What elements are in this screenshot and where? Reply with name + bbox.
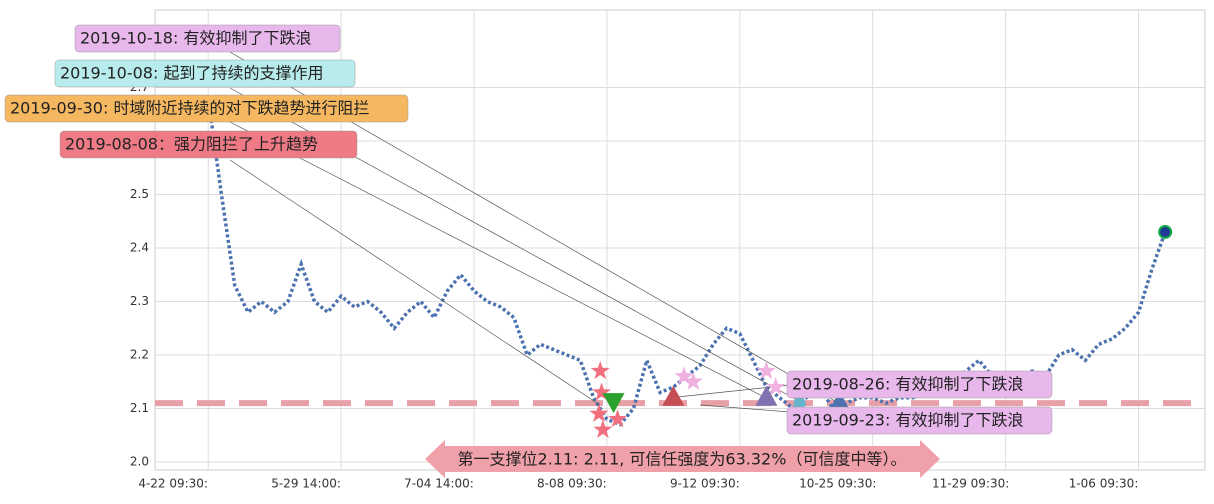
annotation-arrow bbox=[229, 121, 771, 401]
x-tick-label: 10-25 09:30: bbox=[799, 477, 876, 491]
annotation-box bbox=[74, 24, 341, 53]
y-tick-label: 2.3 bbox=[130, 294, 149, 308]
annotation-text: 2019-08-08：强力阻拦了上升趋势 bbox=[65, 135, 318, 154]
marker bbox=[602, 393, 625, 414]
annotation-text: 2019-09-30: 时域附近持续的对下跌趋势进行阻拦 bbox=[10, 99, 369, 118]
x-tick-label: 8-08 09:30: bbox=[537, 477, 607, 491]
x-tick-label: 4-22 09:30: bbox=[138, 477, 208, 491]
marker bbox=[662, 385, 685, 406]
annotation-arrow bbox=[667, 384, 791, 399]
y-tick-label: 2.0 bbox=[130, 454, 149, 468]
marker bbox=[593, 419, 613, 438]
marker bbox=[608, 409, 628, 428]
y-tick-label: 2.5 bbox=[130, 187, 149, 201]
x-tick-label: 11-29 09:30: bbox=[932, 477, 1009, 491]
annotation-box bbox=[54, 59, 356, 88]
x-tick-label: 7-04 14:00: bbox=[404, 477, 474, 491]
x-tick-label: 9-12 09:30: bbox=[670, 477, 740, 491]
marker bbox=[589, 403, 609, 422]
annotation-box bbox=[786, 406, 1053, 435]
annotation-box bbox=[786, 370, 1053, 399]
annotation-box bbox=[59, 130, 358, 159]
y-tick-label: 2.1 bbox=[130, 401, 149, 415]
annotation-text: 2019-10-18: 有效抑制了下跌浪 bbox=[80, 29, 311, 48]
marker bbox=[755, 385, 778, 406]
annotation-text: 2019-09-23: 有效抑制了下跌浪 bbox=[792, 411, 1023, 430]
marker bbox=[674, 366, 694, 385]
annotation-text: 2019-10-08: 起到了持续的支撑作用 bbox=[60, 64, 323, 83]
y-tick-label: 2.2 bbox=[130, 348, 149, 362]
marker bbox=[828, 391, 851, 412]
marker bbox=[590, 361, 610, 380]
annotation-arrow bbox=[229, 159, 601, 406]
marker bbox=[793, 397, 806, 410]
marker bbox=[683, 371, 703, 390]
marker bbox=[766, 377, 786, 396]
banner-arrow bbox=[425, 440, 940, 478]
y-tick-label: 2.4 bbox=[130, 241, 149, 255]
marker bbox=[592, 382, 612, 401]
x-tick-label: 5-29 14:00: bbox=[271, 477, 341, 491]
marker bbox=[1158, 224, 1173, 239]
banner-text: 第一支撑位2.11: 2.11, 可信任强度为63.32%（可信度中等）。 bbox=[458, 450, 907, 469]
marker bbox=[756, 361, 776, 380]
x-tick-label: 1-06 09:30: bbox=[1069, 477, 1139, 491]
annotation-text: 2019-08-26: 有效抑制了下跌浪 bbox=[792, 375, 1023, 394]
annotation-box bbox=[4, 94, 409, 123]
annotation-arrow bbox=[699, 404, 791, 413]
